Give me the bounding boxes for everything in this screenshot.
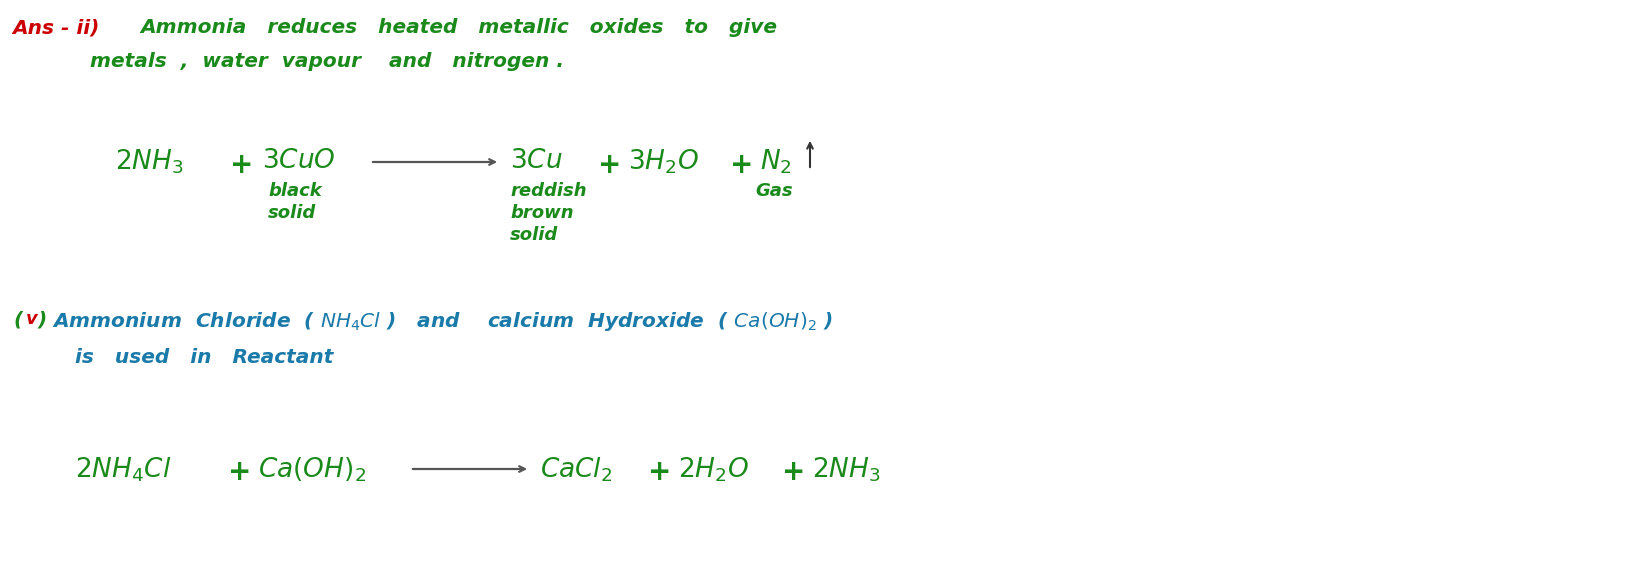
Text: Gas: Gas xyxy=(755,182,793,200)
Text: Ammonia   reduces   heated   metallic   oxides   to   give: Ammonia reduces heated metallic oxides t… xyxy=(140,18,777,37)
Text: solid: solid xyxy=(269,204,316,222)
Text: black: black xyxy=(269,182,322,200)
Text: +: + xyxy=(228,458,251,486)
Text: $\mathit{3CuO}$: $\mathit{3CuO}$ xyxy=(262,148,335,174)
Text: $\mathit{2NH_4Cl}$: $\mathit{2NH_4Cl}$ xyxy=(75,455,171,483)
Text: +: + xyxy=(230,151,254,179)
Text: +: + xyxy=(781,458,806,486)
Text: $\mathit{3Cu}$: $\mathit{3Cu}$ xyxy=(510,148,563,174)
Text: metals  ,  water  vapour    and   nitrogen .: metals , water vapour and nitrogen . xyxy=(90,52,563,71)
Text: +: + xyxy=(648,458,671,486)
Text: $\mathit{3H_2O}$: $\mathit{3H_2O}$ xyxy=(628,148,698,177)
Text: Ans - ii): Ans - ii) xyxy=(11,18,99,37)
Text: ): ) xyxy=(37,310,47,329)
Text: $\mathit{2NH_3}$: $\mathit{2NH_3}$ xyxy=(812,455,881,483)
Text: $\mathit{2H_2O}$: $\mathit{2H_2O}$ xyxy=(677,455,749,483)
Text: $\mathit{CaCl_2}$: $\mathit{CaCl_2}$ xyxy=(540,455,612,483)
Text: +: + xyxy=(729,151,754,179)
Text: +: + xyxy=(597,151,622,179)
Text: (: ( xyxy=(15,310,31,329)
Text: reddish: reddish xyxy=(510,182,586,200)
Text: $\mathit{N_2}$: $\mathit{N_2}$ xyxy=(760,148,791,177)
Text: solid: solid xyxy=(510,226,558,244)
Text: v: v xyxy=(26,310,37,328)
Text: brown: brown xyxy=(510,204,573,222)
Text: Ammonium  Chloride  ( $\mathit{NH_4Cl}$ )   and    calcium  Hydroxide  ( $\mathi: Ammonium Chloride ( $\mathit{NH_4Cl}$ ) … xyxy=(52,310,834,333)
Text: is   used   in   Reactant: is used in Reactant xyxy=(75,348,334,367)
Text: $\mathit{2NH_3}$: $\mathit{2NH_3}$ xyxy=(116,148,184,177)
Text: $\mathit{Ca(OH)_2}$: $\mathit{Ca(OH)_2}$ xyxy=(257,455,366,483)
